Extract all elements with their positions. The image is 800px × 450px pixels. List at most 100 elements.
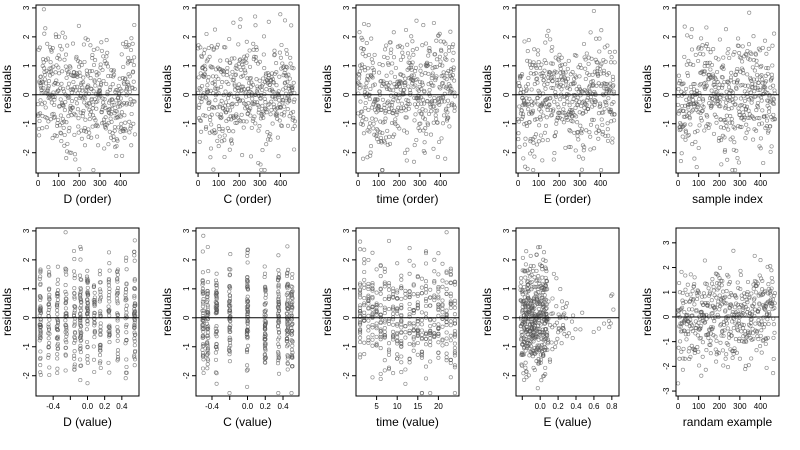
data-point xyxy=(279,123,284,128)
data-point xyxy=(730,120,735,125)
data-point xyxy=(757,307,762,312)
data-point xyxy=(123,298,128,303)
data-point xyxy=(448,301,453,306)
data-point xyxy=(399,284,404,289)
data-point xyxy=(240,59,245,64)
data-point xyxy=(729,106,734,111)
data-point xyxy=(261,34,267,39)
data-point xyxy=(366,335,371,340)
data-point xyxy=(444,77,449,82)
data-point xyxy=(748,320,754,325)
data-point xyxy=(357,69,362,74)
data-point xyxy=(436,286,441,291)
data-point xyxy=(533,71,538,76)
data-point xyxy=(52,133,57,138)
data-point xyxy=(85,301,90,306)
data-point xyxy=(419,72,424,77)
data-point xyxy=(609,110,614,115)
data-point xyxy=(764,51,769,56)
data-point xyxy=(606,133,611,138)
data-point xyxy=(264,87,269,92)
data-point xyxy=(440,343,445,348)
data-point xyxy=(132,343,137,348)
data-point xyxy=(200,249,205,254)
data-point xyxy=(685,73,691,78)
data-point xyxy=(399,344,404,349)
data-point xyxy=(99,110,104,115)
data-point xyxy=(558,287,563,292)
data-point xyxy=(742,301,747,307)
data-point xyxy=(770,43,775,48)
data-point xyxy=(523,164,528,169)
data-point xyxy=(62,132,67,138)
data-point xyxy=(745,279,751,285)
data-point xyxy=(38,297,43,303)
data-point xyxy=(55,370,60,376)
data-point xyxy=(47,269,52,275)
data-point xyxy=(289,303,294,308)
data-point xyxy=(538,348,543,353)
data-point xyxy=(78,298,83,303)
data-point xyxy=(260,82,265,87)
data-point xyxy=(438,86,443,91)
data-point xyxy=(592,69,597,74)
data-point xyxy=(123,313,129,318)
data-point xyxy=(383,135,389,140)
data-point xyxy=(583,76,588,82)
data-point xyxy=(67,150,72,155)
data-point xyxy=(382,266,387,271)
data-point xyxy=(77,347,83,352)
data-point xyxy=(534,333,539,339)
data-point xyxy=(205,292,210,297)
data-point xyxy=(201,51,206,56)
data-point xyxy=(382,269,387,274)
data-point xyxy=(676,102,681,107)
data-point xyxy=(584,102,589,107)
data-point xyxy=(744,130,749,135)
data-point xyxy=(436,272,441,277)
data-point xyxy=(206,106,212,111)
data-point xyxy=(62,57,67,62)
data-point xyxy=(415,322,420,327)
data-point xyxy=(378,332,383,337)
data-point xyxy=(256,128,261,133)
data-point xyxy=(566,84,571,89)
y-tick-label: 3 xyxy=(502,228,511,233)
data-point xyxy=(569,319,575,324)
data-point xyxy=(699,373,704,378)
data-point xyxy=(93,83,98,88)
data-point xyxy=(285,284,290,289)
data-point xyxy=(276,283,281,289)
data-point xyxy=(288,92,293,97)
data-point xyxy=(577,84,582,89)
data-point xyxy=(440,337,445,342)
data-point xyxy=(285,244,290,249)
data-point xyxy=(289,355,295,360)
data-point xyxy=(709,281,715,286)
data-point xyxy=(269,107,274,113)
data-point xyxy=(358,305,363,310)
data-point xyxy=(54,78,59,83)
data-point xyxy=(124,330,129,335)
data-point xyxy=(205,295,210,300)
data-point xyxy=(127,101,132,106)
data-point xyxy=(370,60,375,65)
data-point xyxy=(105,50,110,55)
data-point xyxy=(289,313,294,318)
data-point xyxy=(584,98,590,103)
data-point xyxy=(52,97,57,102)
data-point xyxy=(201,291,206,296)
data-point xyxy=(231,129,236,134)
data-point xyxy=(535,312,540,317)
data-point xyxy=(700,96,705,102)
data-point xyxy=(601,71,606,76)
data-point xyxy=(63,99,68,105)
data-point xyxy=(102,146,107,151)
data-point xyxy=(413,112,418,117)
data-point xyxy=(399,273,404,278)
data-point xyxy=(226,81,231,87)
data-point xyxy=(688,84,693,90)
data-point xyxy=(269,71,275,76)
data-point xyxy=(245,384,250,389)
data-point xyxy=(63,52,69,57)
